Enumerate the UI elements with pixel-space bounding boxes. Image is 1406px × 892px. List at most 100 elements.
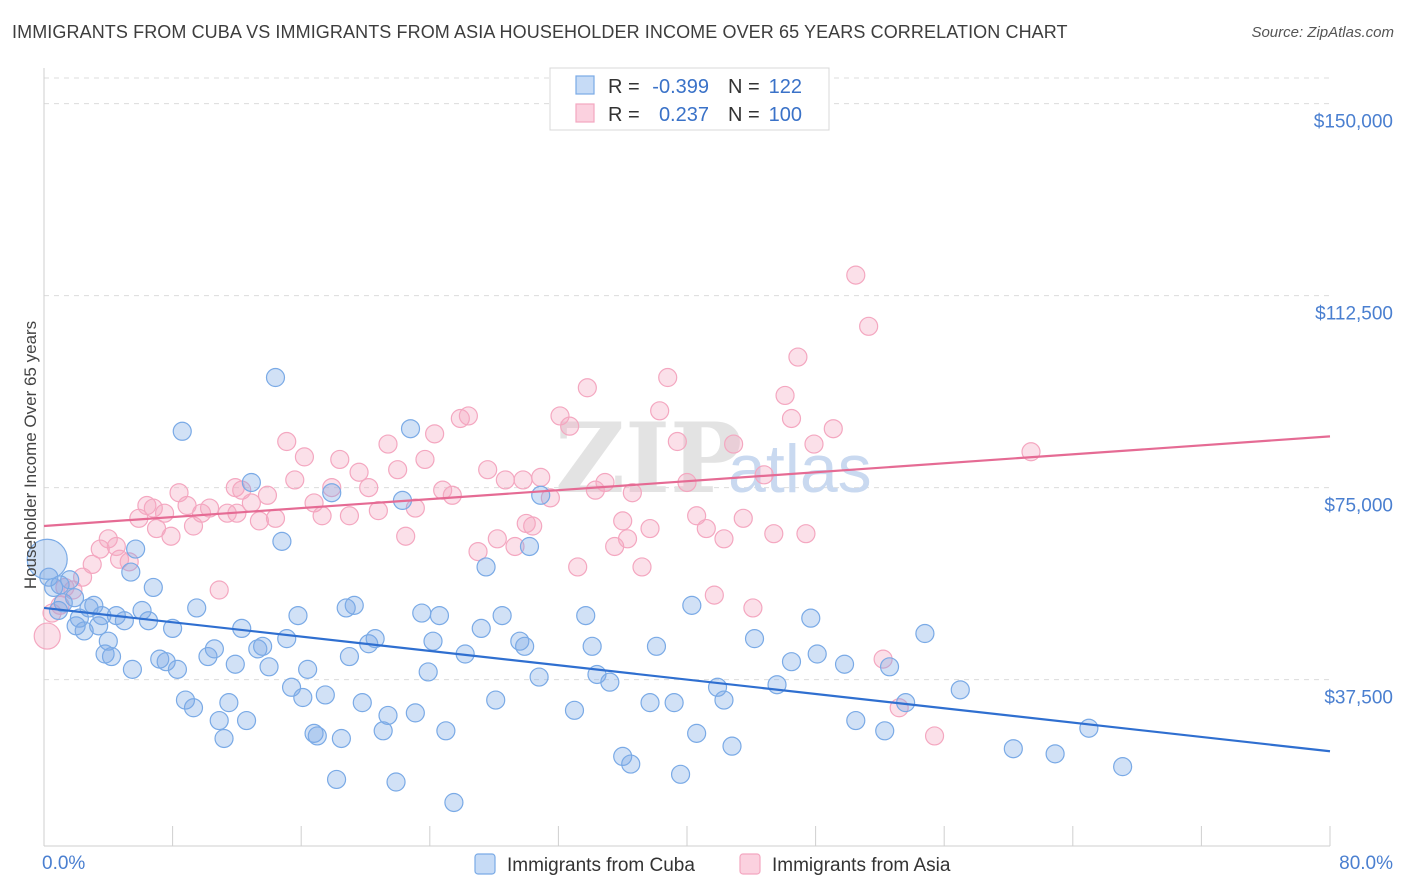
asia-point-53 [495, 470, 515, 490]
cuba-point-44 [288, 605, 308, 626]
asia-point-95 [106, 536, 126, 557]
cuba-point-47 [304, 723, 324, 743]
asia-point-62 [577, 378, 597, 398]
legend-swatch-cuba [575, 75, 595, 95]
asia-point-49 [458, 406, 478, 426]
cuba-point-95 [714, 690, 734, 710]
asia-point-30 [285, 470, 305, 490]
asia-point-82 [764, 524, 784, 544]
cuba-point-96 [722, 736, 742, 756]
source-label: Source: ZipAtlas.com [1251, 24, 1394, 41]
asia-point-91 [873, 649, 893, 669]
asia-point-44 [415, 449, 435, 470]
asia-point-61 [568, 557, 588, 577]
trend-line-cuba [43, 606, 1331, 753]
asia-point-87 [804, 434, 824, 454]
asia-point-35 [330, 449, 350, 470]
y-tick-labels: $37,500 $75,000 $112,500 $150,000 [1314, 112, 1393, 709]
cuba-point-85 [600, 672, 620, 692]
asia-point-4 [63, 580, 83, 600]
asia-point-51 [478, 460, 498, 480]
asia-point-26 [249, 511, 270, 531]
series-legend: Immigrants from Cuba Immigrants from Asi… [474, 853, 951, 876]
cuba-point-97 [744, 629, 765, 649]
asia-point-21 [209, 580, 229, 600]
cuba-point-51 [326, 769, 347, 790]
asia-point-6 [82, 554, 102, 575]
cuba-point-87 [621, 754, 641, 774]
gridlines [44, 77, 1330, 681]
asia-point-27 [257, 485, 278, 505]
chart-title: IMMIGRANTS FROM CUBA VS IMMIGRANTS FROM … [12, 22, 1068, 42]
cuba-point-54 [339, 646, 360, 667]
cuba-point-4 [60, 570, 80, 590]
cuba-point-109 [1003, 739, 1023, 759]
cuba-point-92 [682, 595, 702, 615]
asia-point-24 [232, 480, 252, 500]
cuba-point-108 [950, 680, 970, 700]
cuba-point-78 [519, 536, 540, 557]
cuba-point-27 [187, 598, 207, 618]
cuba-point-55 [344, 595, 364, 615]
asia-point-47 [442, 485, 462, 505]
asia-point-74 [687, 506, 707, 526]
legend-n-label-asia: N = [728, 104, 760, 126]
legend-swatch-asia [575, 103, 595, 123]
cuba-point-64 [405, 703, 425, 723]
asia-point-88 [823, 419, 843, 439]
cuba-point-30 [209, 710, 229, 731]
asia-point-71 [658, 367, 678, 388]
asia-point-36 [339, 506, 360, 526]
asia-point-83 [775, 385, 795, 406]
asia-point-8 [98, 529, 118, 549]
cuba-point-118 [122, 659, 143, 679]
cuba-point-100 [801, 608, 821, 628]
asia-point-80 [743, 598, 763, 618]
cuba-point-22 [156, 652, 176, 672]
cuba-point-36 [241, 472, 261, 493]
legend-swatch-asia-bottom [739, 853, 761, 875]
cuba-point-99 [781, 652, 802, 672]
asia-point-7 [90, 539, 110, 559]
legend-n-value-cuba: 122 [769, 76, 802, 98]
asia-point-72 [667, 431, 687, 452]
cuba-point-56 [352, 693, 372, 713]
asia-point-39 [368, 501, 388, 521]
asia-point-77 [714, 529, 734, 549]
cuba-point-112 [1113, 757, 1133, 777]
asia-point-79 [733, 508, 753, 528]
cuba-point-103 [846, 710, 866, 731]
cuba-point-91 [670, 764, 691, 784]
watermark: ZIP atlas [555, 402, 872, 515]
y-axis-label: Householder Income Over 65 years [21, 321, 40, 589]
cuba-point-17 [126, 539, 146, 559]
asia-point-52 [487, 529, 507, 549]
cuba-point-49 [315, 685, 335, 705]
legend-r-value-asia: 0.237 [659, 104, 709, 126]
cuba-point-88 [640, 693, 660, 713]
cuba-point-10 [89, 616, 109, 636]
asia-point-57 [531, 467, 551, 487]
cuba-point-90 [664, 693, 684, 713]
cuba-point-83 [582, 636, 602, 656]
asia-point-33 [312, 506, 332, 526]
legend-r-label-asia: R = [608, 104, 640, 126]
cuba-point-29 [204, 639, 224, 659]
cuba-point-12 [98, 631, 118, 651]
cuba-point-111 [1079, 718, 1099, 738]
cuba-point-23 [163, 618, 183, 639]
asia-point-50 [468, 541, 488, 562]
cuba-point-6 [69, 608, 89, 628]
x-tick-labels: 0.0% 80.0% [42, 853, 1393, 874]
legend-r-value-cuba: -0.399 [652, 76, 709, 98]
asia-point-75 [696, 518, 716, 539]
asia-point-67 [622, 483, 642, 503]
cuba-point-39 [259, 657, 279, 677]
legend-label-cuba: Immigrants from Cuba [507, 855, 695, 876]
cuba-point-35 [236, 710, 257, 731]
cuba-point-63 [400, 419, 421, 439]
asia-point-54 [505, 536, 525, 557]
cuba-point-28 [198, 646, 218, 667]
asia-point-64 [595, 472, 615, 493]
asia-point-34 [322, 478, 342, 498]
